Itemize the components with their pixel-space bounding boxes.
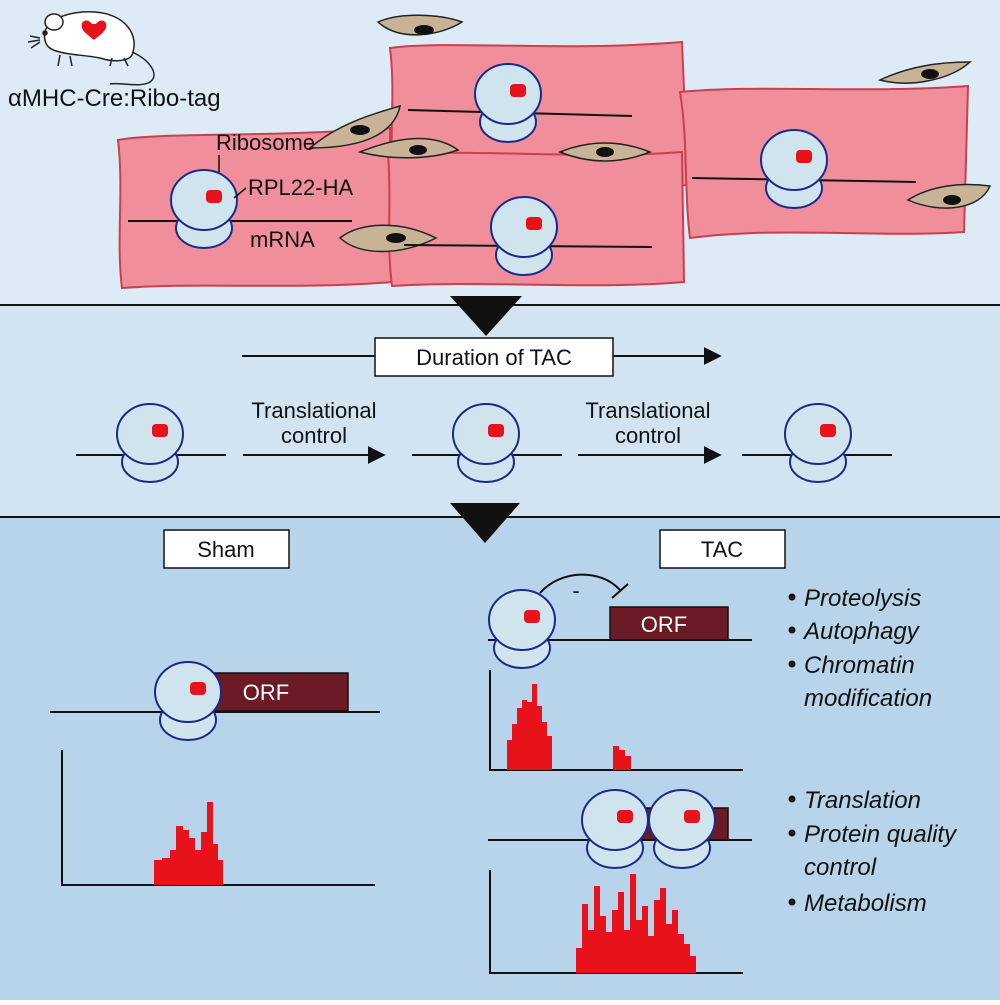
inhibition-bar — [611, 583, 629, 599]
inhibition-sign: - — [572, 578, 579, 603]
ribosome-top-left — [170, 169, 238, 249]
tac-upper-footprint-bars — [507, 684, 631, 770]
heart-icon — [81, 20, 107, 40]
mouse-icon — [27, 11, 155, 86]
ribosome-sham — [154, 661, 222, 741]
ribosome-tac-lower-2 — [648, 789, 716, 869]
lower-terms: Translation Protein quality control Meta… — [788, 787, 958, 917]
ribosome-middle-3 — [784, 403, 852, 483]
tac-box — [659, 529, 786, 569]
term-modification: modification — [804, 685, 932, 712]
step1-line1: Translational — [251, 398, 376, 423]
tag-leader-line — [233, 187, 247, 199]
triangle-down-icon — [450, 296, 522, 336]
inhibition-arc — [539, 573, 621, 594]
sham-footprint-bars — [154, 802, 223, 885]
term-control: control — [804, 854, 877, 881]
tac-label: TAC — [701, 537, 743, 562]
mouse-label: αMHC-Cre:Ribo-tag — [8, 85, 221, 112]
sham-label: Sham — [197, 537, 254, 562]
term-metabolism: Metabolism — [804, 890, 927, 917]
term-protein-quality: Protein quality — [804, 821, 958, 848]
tag-label: RPL22-HA — [248, 175, 353, 200]
muscle-cell-left — [116, 126, 394, 290]
ribosome-tac-lower-1 — [581, 789, 649, 869]
duration-label: Duration of TAC — [416, 345, 572, 370]
tac-lower-footprint-bars — [576, 874, 696, 973]
step2-line2: control — [615, 423, 681, 448]
sham-orf-label: ORF — [243, 680, 289, 705]
ribosome-top-upper — [474, 63, 542, 143]
ribosome-label: Ribosome — [216, 130, 315, 155]
ribosome-top-right — [760, 129, 828, 209]
step1-line2: control — [281, 423, 347, 448]
step2-line1: Translational — [585, 398, 710, 423]
term-chromatin: Chromatin — [804, 652, 915, 679]
ribosome-middle-2 — [452, 403, 520, 483]
sham-axes — [61, 750, 375, 886]
term-translation: Translation — [804, 787, 921, 814]
term-autophagy: Autophagy — [802, 618, 921, 645]
ribosome-top-lower — [490, 196, 558, 276]
triangle-down-icon — [450, 503, 520, 543]
ribosome-middle-1 — [116, 403, 184, 483]
mrna-label: mRNA — [250, 227, 315, 252]
term-proteolysis: Proteolysis — [804, 585, 921, 612]
sham-box — [163, 529, 290, 569]
ribosome-tac-upper — [488, 589, 556, 669]
tac-upper-orf-box — [609, 606, 729, 641]
fibroblast-cells — [307, 14, 992, 253]
duration-box — [374, 337, 614, 377]
tac-upper-axes — [489, 670, 743, 771]
tac-upper-orf-label: ORF — [641, 612, 687, 637]
upper-terms: Proteolysis Autophagy Chromatin modifica… — [788, 585, 932, 712]
